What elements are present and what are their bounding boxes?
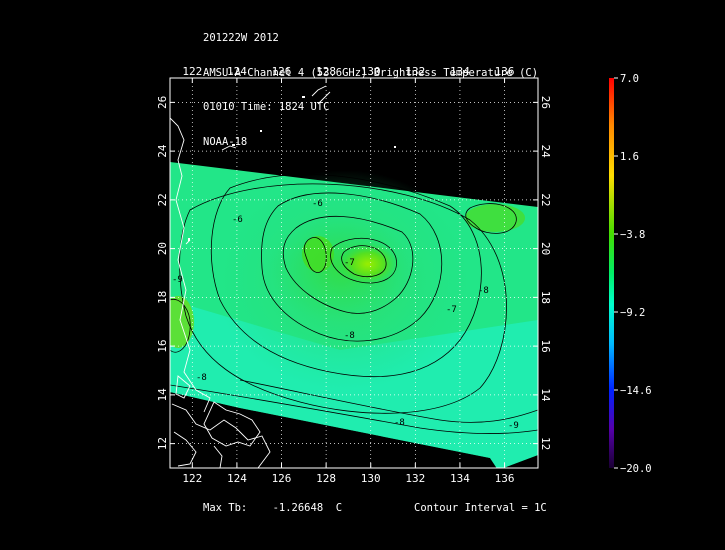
contour-line bbox=[303, 237, 327, 273]
contour-line bbox=[261, 192, 443, 342]
lat-lon-grid bbox=[170, 78, 538, 468]
x-tick-label-top: 134 bbox=[450, 65, 470, 78]
x-tick-label-top: 122 bbox=[182, 65, 202, 78]
island bbox=[232, 144, 235, 146]
contour-line bbox=[330, 237, 397, 284]
map-frame bbox=[169, 77, 539, 469]
colorbar-tick-label: −9.2 bbox=[620, 307, 645, 319]
x-tick-label-bottom: 132 bbox=[405, 472, 425, 485]
x-tick-label-bottom: 124 bbox=[227, 472, 247, 485]
x-tick-label-top: 128 bbox=[316, 65, 336, 78]
colorbar-tick-label: 7.0 bbox=[620, 73, 639, 85]
y-tick-label-right: 24 bbox=[539, 145, 552, 159]
x-tick-label-bottom: 134 bbox=[450, 472, 470, 485]
island bbox=[260, 130, 262, 132]
y-tick-label-right: 18 bbox=[539, 291, 552, 304]
x-tick-label-top: 130 bbox=[361, 65, 381, 78]
x-tick-label-top: 124 bbox=[227, 65, 247, 78]
y-tick-label-right: 14 bbox=[539, 388, 552, 402]
contour-label: -9 bbox=[172, 275, 183, 285]
y-tick-label-right: 12 bbox=[539, 437, 552, 450]
colorbar-tick-label: −14.6 bbox=[620, 385, 652, 397]
coastline-cebu bbox=[213, 445, 223, 468]
islands bbox=[188, 96, 396, 241]
header-time: 01010 Time: 1824 UTC bbox=[203, 101, 330, 113]
axis-labels: 122 122 124 124 126 126 128 128 130 130 132 132 134 1… bbox=[156, 65, 552, 485]
contour-label: -8 bbox=[394, 418, 405, 428]
y-tick-label-right: 22 bbox=[539, 193, 552, 206]
island bbox=[394, 146, 396, 148]
y-tick-label-left: 24 bbox=[156, 144, 169, 158]
y-tick-label-left: 12 bbox=[156, 437, 169, 450]
coastline-okinawa bbox=[317, 91, 331, 105]
header-storm-id: 201222W 2012 bbox=[203, 32, 279, 44]
coastline-mindoro bbox=[175, 375, 191, 399]
coastline-ryukyu bbox=[311, 85, 327, 97]
contour-line bbox=[179, 183, 507, 414]
contour-line bbox=[282, 215, 414, 314]
contour-line bbox=[210, 174, 482, 378]
coastline-panay bbox=[173, 431, 197, 467]
y-tick-label-left: 14 bbox=[156, 388, 169, 402]
contour-label: -7 bbox=[344, 258, 355, 268]
x-tick-label-top: 126 bbox=[272, 65, 292, 78]
x-tick-label-bottom: 130 bbox=[361, 472, 381, 485]
colorbar-tick-label: −3.8 bbox=[620, 229, 645, 241]
satellite-swath: -6 -7 -8 -8 -7 -6 -9 -8 -8 -9 bbox=[170, 85, 538, 468]
contour-label: -8 bbox=[478, 286, 489, 296]
colorbar-tick-label: 1.6 bbox=[620, 151, 639, 163]
x-tick-label-top: 136 bbox=[495, 65, 515, 78]
x-tick-label-bottom: 128 bbox=[316, 472, 336, 485]
colorbar-labels: 7.0 1.6 −3.8 −9.2 −14.6 −20.0 bbox=[620, 73, 652, 475]
contour-label: -8 bbox=[196, 373, 207, 383]
contour-line bbox=[170, 384, 538, 434]
max-tb-value: -1.26648 bbox=[272, 502, 324, 514]
x-tick-label-bottom: 126 bbox=[272, 472, 292, 485]
y-tick-label-left: 20 bbox=[156, 242, 169, 255]
contour-interval-readout: Contour Interval = 1C bbox=[414, 502, 547, 514]
contour-line bbox=[465, 203, 517, 234]
contour-label: -8 bbox=[344, 331, 355, 341]
max-tb-readout: Max Tb: -1.26648 C bbox=[203, 502, 342, 514]
coastline-luzon bbox=[170, 117, 211, 413]
contour-label: -7 bbox=[446, 305, 457, 315]
coastline-miyako bbox=[221, 145, 237, 151]
x-tick-label-bottom: 136 bbox=[495, 472, 515, 485]
west-cell bbox=[170, 296, 194, 348]
x-tick-label-bottom: 122 bbox=[182, 472, 202, 485]
max-tb-label: Max Tb: bbox=[203, 502, 248, 514]
contour-label: -6 bbox=[312, 199, 323, 209]
y-tick-label-left: 22 bbox=[156, 193, 169, 206]
y-tick-label-left: 16 bbox=[156, 340, 169, 353]
header-satellite: NOAA-18 bbox=[203, 135, 248, 148]
coastline-visayas bbox=[171, 403, 271, 468]
y-tick-label-left: 26 bbox=[156, 96, 169, 109]
y-tick-label-right: 16 bbox=[539, 340, 552, 353]
y-tick-label-right: 26 bbox=[539, 96, 552, 109]
coastlines bbox=[170, 85, 331, 468]
header: 201222W 2012 AMSU-A Channel 4 (53.6GHz) … bbox=[203, 10, 538, 160]
contour-line bbox=[341, 245, 387, 278]
colorbar-ticks bbox=[614, 77, 618, 469]
contour-label: -6 bbox=[232, 215, 243, 225]
y-tick-label-right: 20 bbox=[539, 242, 552, 255]
island bbox=[302, 96, 305, 98]
colorbar-tick-label: −20.0 bbox=[620, 463, 652, 475]
contour-labels: -6 -7 -8 -8 -7 -6 -9 -8 -8 -9 bbox=[172, 199, 519, 431]
max-tb-unit: C bbox=[335, 502, 343, 514]
x-tick-label-top: 132 bbox=[405, 65, 425, 78]
island bbox=[188, 238, 190, 241]
contour-label: -9 bbox=[508, 421, 519, 431]
warm-core bbox=[336, 242, 400, 286]
northeast-cell bbox=[465, 204, 525, 232]
contour-lines bbox=[170, 174, 538, 434]
axis-ticks bbox=[170, 78, 538, 468]
y-tick-label-left: 18 bbox=[156, 291, 169, 304]
header-product: AMSU-A Channel 4 (53.6GHz) Brightness Te… bbox=[203, 66, 539, 79]
contour-line bbox=[239, 379, 538, 423]
coastline-samar bbox=[203, 401, 261, 447]
colorbar bbox=[609, 78, 614, 468]
contour-line bbox=[170, 298, 191, 353]
